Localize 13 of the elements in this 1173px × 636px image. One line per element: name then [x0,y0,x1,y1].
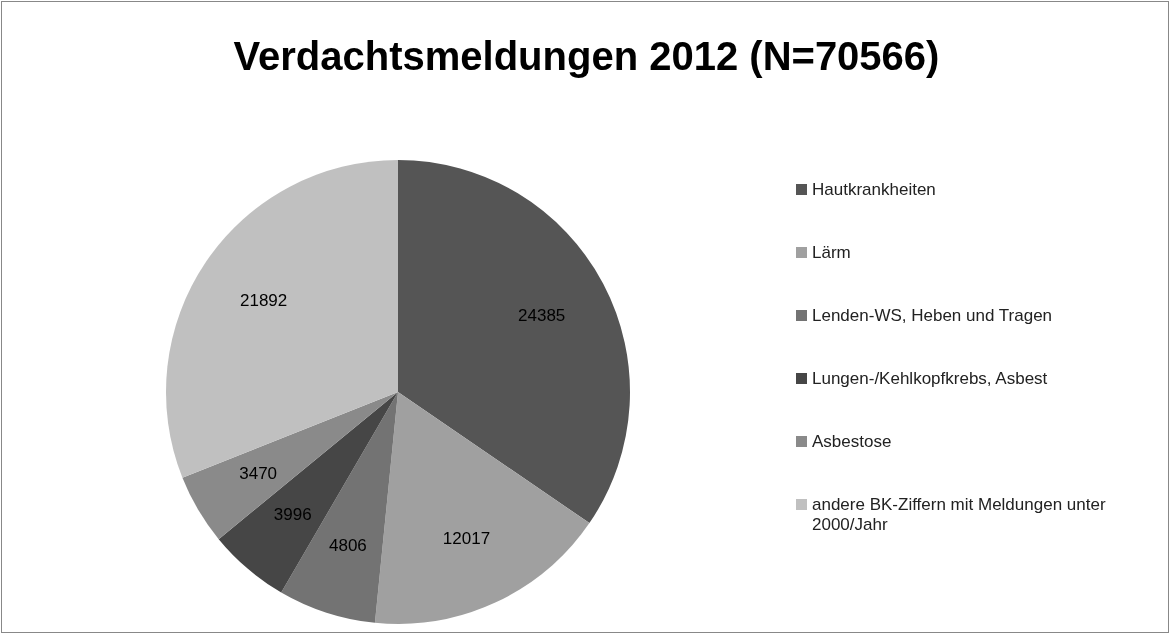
data-label: 4806 [328,536,367,556]
legend-label: Lungen-/Kehlkopfkrebs, Asbest [812,369,1048,389]
legend-label: Lärm [812,243,851,263]
chart-title: Verdachtsmeldungen 2012 (N=70566) [232,34,941,79]
legend-label: Lenden-WS, Heben und Tragen [812,306,1053,326]
data-label: 24385 [518,305,566,325]
legend-label: andere BK-Ziffern mit Meldungen unter 2000/Jahr [812,495,1107,535]
legend-label: Hautkrankheiten [812,180,936,200]
data-label: 12017 [442,528,491,548]
data-label: 3996 [273,505,312,525]
legend-label: Asbestose [812,432,892,452]
data-label: 21892 [239,290,288,310]
data-label: 3470 [239,464,278,484]
